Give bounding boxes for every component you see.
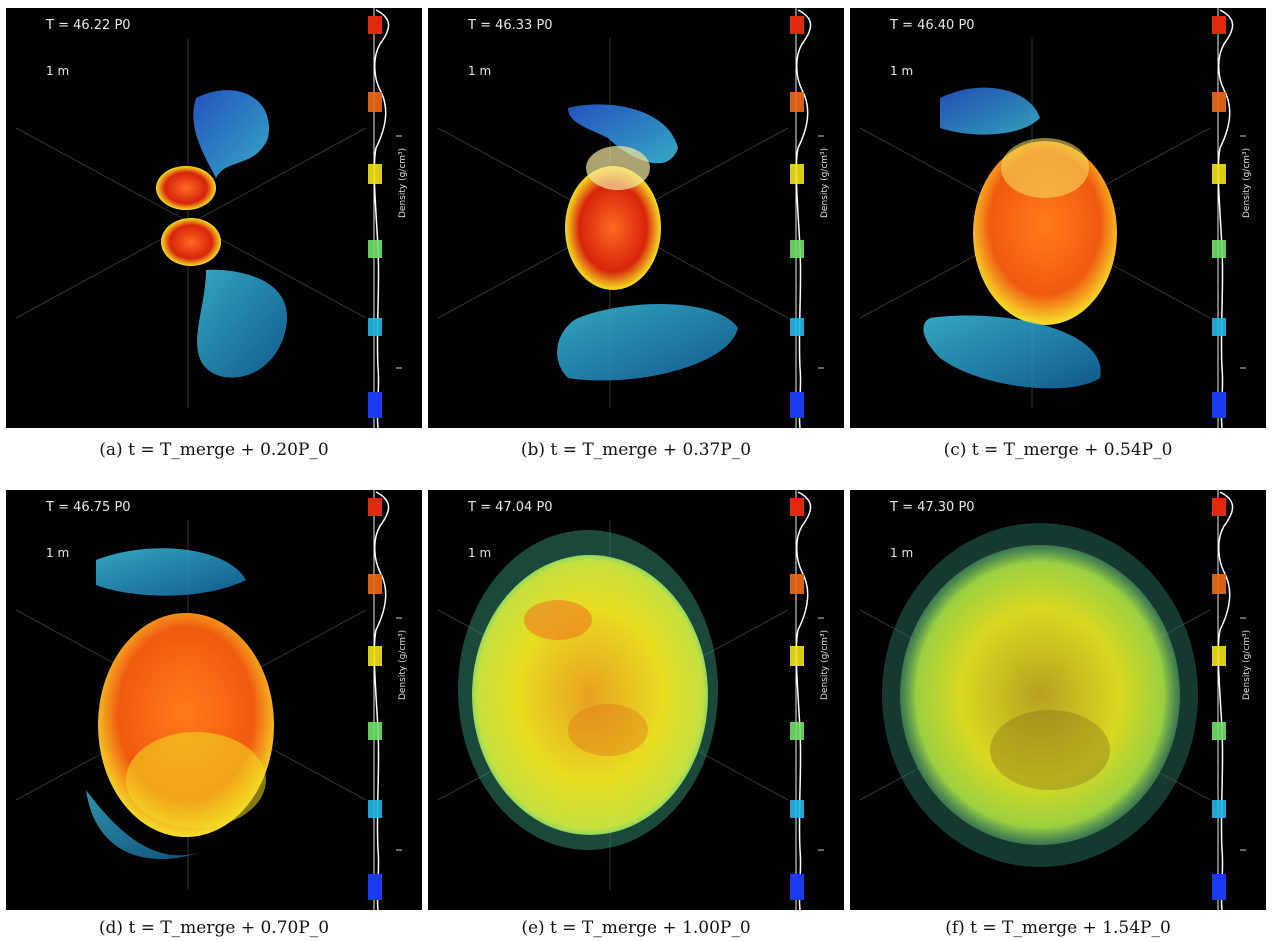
panel-b: T = 46.33 P0 1 m Density (g/cm³)	[428, 8, 844, 428]
colorbar-label: Density (g/cm³)	[1242, 629, 1252, 700]
density-colorbar	[1211, 490, 1247, 910]
density-colorbar	[789, 490, 825, 910]
colorbar-label: Density (g/cm³)	[398, 629, 408, 700]
colorbar-label: Density (g/cm³)	[820, 147, 830, 218]
scale-label: 1 m	[890, 64, 914, 78]
time-label: T = 46.40 P0	[890, 18, 975, 33]
time-label: T = 47.04 P0	[468, 500, 553, 515]
caption-b: (b) t = T_merge + 0.37P_0	[520, 440, 752, 460]
panel-f: T = 47.30 P0 1 m Density (g/cm³)	[850, 490, 1266, 910]
scale-label: 1 m	[468, 64, 492, 78]
simulation-render	[859, 38, 1211, 408]
panel-e: T = 47.04 P0 1 m Density (g/cm³)	[428, 490, 844, 910]
density-colorbar	[367, 8, 403, 428]
time-label: T = 46.22 P0	[46, 18, 131, 33]
colorbar-label: Density (g/cm³)	[1242, 147, 1252, 218]
caption-f: (f) t = T_merge + 1.54P_0	[945, 918, 1171, 938]
simulation-render	[15, 38, 367, 408]
colorbar-label: Density (g/cm³)	[820, 629, 830, 700]
simulation-render	[15, 520, 367, 890]
time-label: T = 47.30 P0	[890, 500, 975, 515]
colorbar-label: Density (g/cm³)	[398, 147, 408, 218]
time-label: T = 46.75 P0	[46, 500, 131, 515]
caption-d: (d) t = T_merge + 0.70P_0	[98, 918, 330, 938]
simulation-render	[437, 38, 789, 408]
scale-label: 1 m	[890, 546, 914, 560]
scale-label: 1 m	[46, 64, 70, 78]
density-colorbar	[1211, 8, 1247, 428]
density-colorbar	[367, 490, 403, 910]
panel-a: T = 46.22 P0 1 m Density (g/cm³)	[6, 8, 422, 428]
caption-c: (c) t = T_merge + 0.54P_0	[943, 440, 1173, 460]
simulation-render	[437, 520, 789, 890]
panel-d: T = 46.75 P0 1 m Density (g/cm³)	[6, 490, 422, 910]
density-colorbar	[789, 8, 825, 428]
simulation-render	[859, 523, 1211, 867]
caption-e: (e) t = T_merge + 1.00P_0	[521, 918, 751, 938]
scale-label: 1 m	[46, 546, 70, 560]
panel-c: T = 46.40 P0 1 m Density (g/cm³)	[850, 8, 1266, 428]
caption-a: (a) t = T_merge + 0.20P_0	[99, 440, 329, 460]
scale-label: 1 m	[468, 546, 492, 560]
time-label: T = 46.33 P0	[468, 18, 553, 33]
